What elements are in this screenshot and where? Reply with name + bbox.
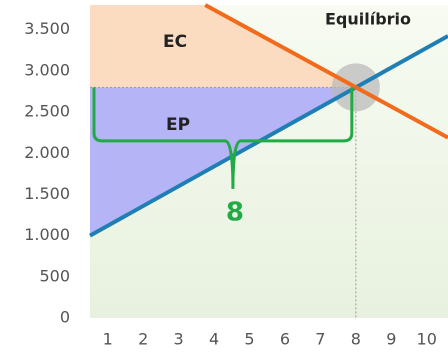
- consumer-surplus-label: EC: [163, 32, 187, 52]
- y-tick-label: 3.000: [24, 60, 70, 79]
- y-tick-label: 1.500: [24, 184, 70, 203]
- x-tick-label: 9: [386, 330, 396, 349]
- consumer-surplus-area: [90, 5, 356, 88]
- x-tick-label: 7: [315, 330, 325, 349]
- quantity-label: 8: [226, 198, 244, 228]
- x-tick-label: 8: [351, 330, 361, 349]
- x-tick-label: 4: [209, 330, 219, 349]
- producer-surplus-label: EP: [166, 115, 190, 135]
- x-tick-label: 1: [103, 330, 113, 349]
- x-tick-label: 2: [138, 330, 148, 349]
- line: [204, 3, 448, 140]
- y-tick-label: 2.000: [24, 143, 70, 162]
- y-tick-label: 500: [39, 266, 70, 285]
- bracket: [92, 87, 354, 189]
- x-tick-label: 3: [174, 330, 184, 349]
- y-tick-label: 2.500: [24, 102, 70, 121]
- y-tick-label: 1.000: [24, 225, 70, 244]
- x-tick-label: 5: [244, 330, 254, 349]
- y-tick-label: 0: [60, 308, 70, 327]
- line: [89, 34, 448, 238]
- x-tick-label: 6: [280, 330, 290, 349]
- equilibrium-label: Equilíbrio: [325, 10, 411, 29]
- x-tick-label: 10: [417, 330, 437, 349]
- y-tick-label: 3.500: [24, 19, 70, 38]
